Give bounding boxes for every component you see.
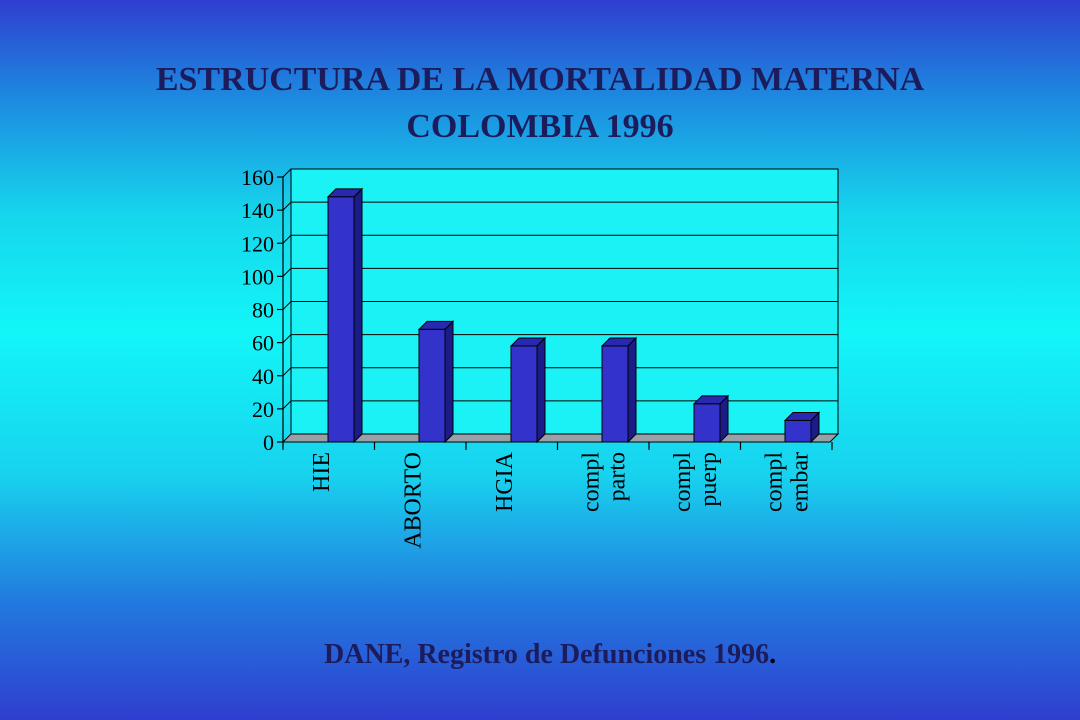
y-tick-label: 160	[241, 165, 274, 190]
bar-front	[327, 196, 355, 443]
x-tick-label: embar	[787, 452, 813, 512]
plot-floor	[281, 433, 840, 443]
y-tick-label: 80	[252, 298, 274, 323]
bar-side	[627, 336, 637, 444]
y-tick-label: 60	[252, 331, 274, 356]
y-tick-label: 140	[241, 198, 274, 223]
gridline-depth	[282, 334, 292, 343]
x-tick-label: ABORTO	[400, 452, 426, 549]
bar-side	[353, 187, 363, 444]
x-tick-label: compl	[761, 452, 787, 512]
gridline-depth	[282, 367, 292, 377]
bar-front	[418, 328, 446, 443]
gridline-depth	[282, 168, 292, 178]
chart-title-line-2: COLOMBIA 1996	[406, 108, 674, 145]
bar	[417, 320, 455, 444]
chart-title-line-1: ESTRUCTURA DE LA MORTALIDAD MATERNA	[155, 61, 925, 98]
gridline-depth	[282, 400, 292, 410]
y-tick-label: 100	[241, 264, 274, 289]
bar-front	[693, 403, 721, 443]
bar	[692, 394, 730, 444]
source-period: .	[769, 639, 777, 670]
x-tick-label: parto	[604, 452, 630, 501]
y-tick-label: 0	[263, 430, 274, 455]
gridline-depth	[282, 201, 292, 211]
y-tick-label: 120	[241, 231, 274, 256]
x-tick-label: HGIA	[492, 451, 518, 512]
bar	[509, 336, 547, 444]
bar-side	[536, 336, 546, 444]
gridline-depth	[282, 268, 292, 277]
x-tick-label: compl	[670, 452, 696, 512]
bar	[783, 411, 821, 444]
bar-side	[444, 320, 454, 444]
bar-front	[601, 345, 629, 443]
bar	[600, 336, 638, 444]
x-tick-label: HIE	[309, 452, 335, 492]
x-tick-label: compl	[578, 452, 604, 512]
gridline-depth	[282, 234, 292, 244]
bar	[326, 187, 364, 444]
bar-front	[510, 345, 538, 443]
y-tick-label: 20	[252, 397, 274, 422]
x-tick-label: puerp	[696, 452, 722, 507]
source-text: DANE, Registro de Defunciones 1996	[324, 639, 770, 670]
gridline-depth	[282, 301, 292, 310]
y-tick-label: 40	[252, 364, 274, 389]
source-note: DANE, Registro de Defunciones 1996.	[324, 641, 776, 669]
bar-front	[784, 419, 812, 443]
